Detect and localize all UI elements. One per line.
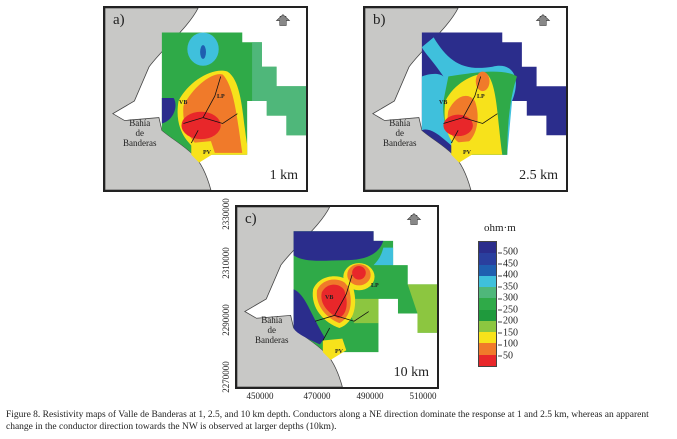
contour-dark-blue [161,98,176,124]
roads [443,76,498,144]
color-swatch [479,287,496,299]
x-tick-label: 470000 [303,391,331,401]
contour-light-green [407,284,437,333]
x-tick-label: 510000 [409,391,437,401]
bay-label: Bahía de Banderas [123,118,157,148]
place-vb: VB [325,295,334,301]
contour-cyan [373,247,394,266]
resistivity-map-2.5km [365,8,566,190]
roads [183,76,238,144]
north-arrow: N [530,14,556,26]
color-scale-bar [478,241,497,367]
north-arrow: N [401,213,427,225]
legend-label: 450 [498,258,518,270]
color-swatch [479,332,496,344]
figure-caption: Figure 8. Resistivity maps of Valle de B… [6,410,649,432]
north-arrow-icon [275,14,291,26]
color-swatch [479,354,496,366]
legend-label: 200 [498,315,518,327]
roads [314,274,369,341]
place-vb: VB [439,100,448,106]
color-swatch [479,275,496,288]
legend-label: 100 [498,338,518,350]
contour-dark-blue-west [293,289,325,345]
color-swatch [479,309,496,321]
legend-label: 500 [498,246,518,258]
y-tick-label: 2290000 [221,304,231,336]
pv-yellow [191,141,215,163]
y-tick-label: 2330000 [221,198,231,230]
contour-light-green [252,42,306,136]
y-tick-label: 2270000 [221,361,231,393]
panel-label: a) [113,12,125,28]
place-lp: LP [477,94,485,100]
bay-label: Bahía de Banderas [383,118,417,148]
depth-label: 1 km [269,168,298,183]
resistivity-map-10km [237,207,437,387]
bay-label: Bahía de Banderas [255,315,289,345]
color-swatch [479,298,496,310]
depth-label: 10 km [393,365,429,380]
contour-red [443,114,473,137]
color-swatch [479,343,496,355]
legend-label: 250 [498,304,518,316]
color-swatch [479,253,496,265]
legend-label: 300 [498,292,518,304]
x-tick-label: 450000 [246,391,274,401]
contour-dark-blue-north [293,231,384,261]
color-swatch [479,264,496,276]
north-arrow: N [270,14,296,26]
north-arrow-icon [535,14,551,26]
place-pv: PV [335,349,343,355]
legend-title: ohm·m [484,222,516,234]
panel-label: c) [245,211,257,227]
contour-blue [200,45,206,59]
place-vb: VB [179,100,188,106]
pv-yellow [322,338,347,360]
north-arrow-icon [406,213,422,225]
place-lp: LP [217,94,225,100]
color-swatch [479,242,496,254]
contour-orange-ne [475,71,490,92]
place-pv: PV [203,150,211,156]
legend-label: 150 [498,327,518,339]
legend-label: 350 [498,281,518,293]
x-tick-label: 490000 [356,391,384,401]
contour-red-ne [352,266,366,280]
panel-label: b) [373,12,386,28]
legend-label: 50 [498,350,513,362]
place-pv: PV [463,150,471,156]
resistivity-map-1km [105,8,306,190]
legend-label: 400 [498,269,518,281]
contour-red [321,284,347,319]
contour-red [181,111,221,140]
y-tick-label: 2310000 [221,247,231,279]
place-lp: LP [371,283,379,289]
pv-yellow [451,141,475,163]
color-swatch [479,320,496,333]
depth-label: 2.5 km [519,168,558,183]
